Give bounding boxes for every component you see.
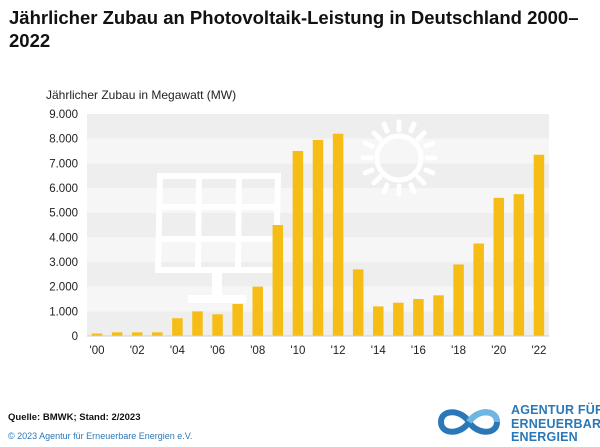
bar-2006 — [212, 314, 223, 336]
bar-2013 — [352, 269, 364, 336]
x-tick-label: '02 — [130, 345, 145, 357]
y-tick-label: 3.000 — [49, 257, 78, 269]
x-axis-ticks: '00 '02 '04 '06 '08 '10 '12 '14 '16 '18 '20 '22 — [90, 345, 547, 357]
y-tick-label: 2.000 — [49, 282, 78, 294]
bar-2001 — [111, 332, 123, 336]
grid-band — [87, 114, 549, 139]
bar-2022 — [533, 154, 545, 336]
bar-2019 — [473, 243, 484, 336]
y-tick-label: 7.000 — [49, 158, 78, 170]
bar-chart: 0 1.000 2.000 3.000 4.000 5.000 6.000 7.000 8.00… — [49, 109, 549, 357]
y-tick-label: 1.000 — [49, 306, 78, 318]
y-tick-label: 4.000 — [49, 232, 78, 244]
bar-2018 — [453, 264, 464, 336]
x-tick-label: '16 — [411, 345, 426, 357]
bar-2005 — [192, 311, 203, 336]
logo-line-3: ENERGIEN — [511, 430, 578, 444]
x-tick-label: '22 — [531, 345, 546, 357]
y-tick-label: 9.000 — [49, 109, 78, 121]
bar-2009 — [272, 225, 284, 336]
bar-2003 — [152, 332, 163, 336]
x-tick-label: '04 — [170, 345, 186, 357]
x-tick-label: '20 — [491, 345, 506, 357]
x-tick-label: '08 — [250, 345, 265, 357]
x-tick-label: '10 — [290, 345, 305, 357]
bar-2021 — [513, 194, 525, 336]
bar-2010 — [292, 151, 304, 336]
bar-2017 — [433, 295, 444, 336]
bar-2015 — [393, 302, 404, 336]
bar-2016 — [413, 299, 424, 336]
bar-2011 — [312, 139, 324, 336]
bar-2008 — [252, 286, 263, 336]
y-tick-label: 6.000 — [49, 183, 78, 195]
bar-2004 — [172, 318, 183, 336]
logo-line-1: AGENTUR FÜR — [511, 403, 600, 417]
y-axis-label: Jährlicher Zubau in Megawatt (MW) — [46, 88, 237, 102]
source-note: Quelle: BMWK; Stand: 2/2023 — [8, 412, 141, 423]
copyright-note: © 2023 Agentur für Erneuerbare Energien … — [8, 431, 193, 441]
sun-icon — [360, 119, 438, 197]
bar-2020 — [493, 197, 505, 336]
x-tick-label: '12 — [331, 345, 346, 357]
bar-2012 — [332, 133, 344, 336]
x-tick-label: '06 — [210, 345, 225, 357]
y-tick-label: 8.000 — [49, 134, 78, 146]
y-tick-label: 5.000 — [49, 208, 78, 220]
bar-2007 — [232, 303, 243, 336]
bar-2014 — [373, 306, 384, 336]
x-tick-label: '00 — [90, 345, 105, 357]
logo-line-2: ERNEUERBARE — [511, 416, 600, 431]
x-tick-label: '14 — [371, 345, 387, 357]
x-tick-label: '18 — [451, 345, 466, 357]
y-tick-label: 0 — [72, 331, 78, 343]
bar-series — [87, 133, 549, 337]
logo-text: AGENTUR FÜR ERNEUERBARE ENERGIEN — [511, 403, 600, 445]
chart-title: Jährlicher Zubau an Photovoltaik-Leistun… — [9, 7, 579, 51]
bar-2000 — [91, 333, 103, 336]
bar-2002 — [131, 332, 143, 336]
y-axis-ticks: 0 1.000 2.000 3.000 4.000 5.000 6.000 7.000 8.00… — [49, 109, 78, 343]
infinity-loop-icon — [437, 409, 501, 435]
